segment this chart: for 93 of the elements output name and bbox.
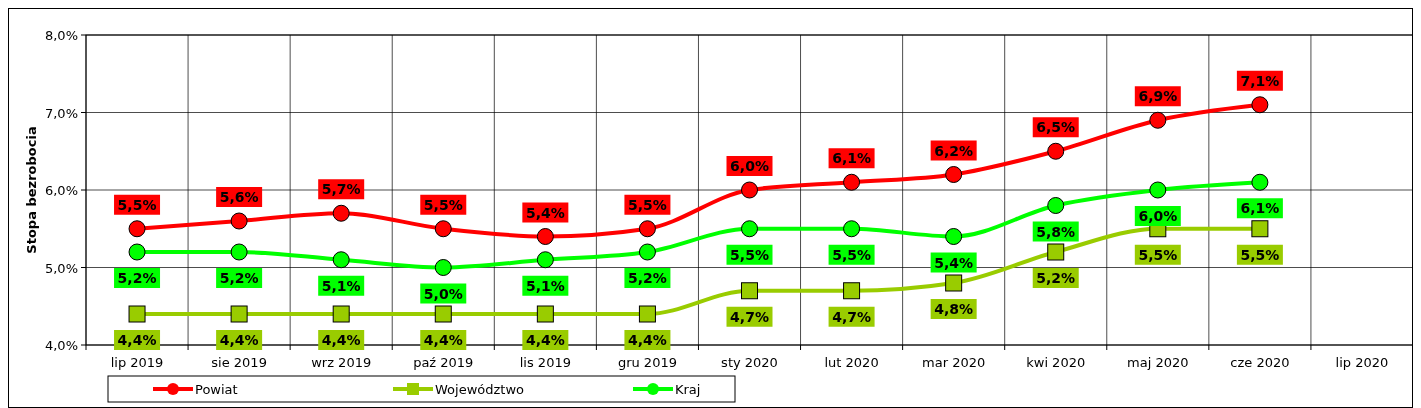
point: [1047, 197, 1065, 214]
point: [843, 282, 861, 300]
point: [332, 251, 350, 269]
x-tick-label: sty 2020: [721, 355, 778, 370]
data-label: 5,1%: [525, 277, 565, 294]
data-label: 4,4%: [628, 332, 667, 348]
point: [230, 305, 248, 323]
x-tick-label: lip 2020: [1335, 355, 1389, 370]
data-label: 5,8%: [1036, 223, 1076, 240]
data-label: 4,7%: [832, 308, 871, 325]
x-tick-label: maj 2020: [1127, 355, 1189, 370]
data-label: 6,2%: [934, 142, 974, 159]
legend-label: Województwo: [435, 382, 525, 397]
data-label: 5,4%: [525, 204, 565, 221]
data-label: 6,0%: [1138, 208, 1178, 224]
data-label: 4,7%: [730, 308, 769, 325]
point: [945, 274, 963, 292]
data-label: 5,4%: [934, 254, 974, 271]
data-label: 4,4%: [219, 332, 259, 348]
point: [741, 181, 758, 199]
data-label: 4,4%: [321, 332, 361, 348]
point: [638, 305, 656, 323]
data-label: 5,2%: [219, 270, 259, 286]
x-tick-label: lis 2019: [519, 355, 571, 370]
point: [128, 305, 146, 323]
data-label: 7,1%: [1240, 72, 1280, 89]
point: [741, 282, 758, 300]
point: [128, 243, 146, 261]
point: [536, 228, 554, 245]
legend-label: Powiat: [195, 382, 238, 397]
point: [945, 228, 963, 245]
point: [1251, 96, 1269, 114]
data-label: 5,5%: [117, 196, 157, 213]
data-label: 5,1%: [321, 277, 361, 294]
data-label: 4,8%: [934, 301, 974, 317]
x-tick-label: gru 2019: [617, 355, 677, 370]
point: [434, 220, 452, 238]
y-tick-label: 6,0%: [44, 183, 78, 198]
point: [1149, 111, 1167, 129]
data-label: 4,4%: [117, 332, 157, 348]
x-tick-label: cze 2020: [1230, 355, 1290, 370]
y-tick-label: 7,0%: [44, 105, 78, 121]
point: [332, 204, 350, 222]
data-label: 5,5%: [628, 196, 667, 213]
x-tick-label: paź 2019: [413, 355, 474, 370]
data-label: 5,5%: [1240, 246, 1280, 263]
point: [1047, 243, 1065, 261]
data-label: 6,9%: [1138, 88, 1178, 105]
point: [1149, 181, 1167, 199]
point: [638, 243, 656, 261]
point: [741, 220, 758, 238]
data-label: 5,5%: [832, 246, 871, 263]
point: [230, 212, 248, 230]
point: [843, 220, 861, 238]
data-label: 5,2%: [628, 270, 667, 286]
point: [945, 166, 963, 183]
x-tick-label: wrz 2019: [311, 355, 372, 370]
data-label: 5,0%: [423, 285, 463, 302]
y-tick-label: 5,0%: [44, 260, 78, 276]
y-tick-label: 8,0%: [44, 28, 78, 43]
point: [128, 220, 146, 238]
y-axis-title: Stopa bezrobocia: [24, 126, 39, 254]
data-label: 4,4%: [525, 332, 565, 348]
point: [536, 305, 554, 323]
data-label: 5,7%: [321, 181, 361, 198]
point: [230, 243, 248, 261]
data-label: 6,1%: [832, 150, 871, 167]
data-label: 4,4%: [423, 332, 463, 348]
point: [1047, 142, 1065, 160]
point: [434, 305, 452, 323]
x-tick-label: lip 2019: [110, 355, 164, 370]
data-label: 5,5%: [1138, 246, 1178, 263]
data-label: 5,6%: [219, 189, 259, 205]
data-label: 6,5%: [1036, 119, 1076, 136]
data-label: 5,5%: [423, 196, 463, 213]
x-tick-label: lut 2020: [824, 355, 879, 370]
point: [434, 259, 452, 276]
x-tick-label: mar 2020: [922, 355, 986, 370]
x-tick-label: kwi 2020: [1026, 355, 1086, 370]
point: [536, 251, 554, 269]
data-label: 5,2%: [1036, 270, 1076, 286]
point: [1251, 173, 1269, 191]
point: [332, 305, 350, 323]
x-tick-label: sie 2019: [211, 355, 267, 370]
point: [1251, 220, 1269, 238]
legend-label: Kraj: [675, 382, 701, 397]
data-label: 6,1%: [1240, 200, 1280, 217]
data-label: 5,2%: [117, 270, 157, 286]
data-label: 5,5%: [730, 246, 769, 263]
point: [843, 173, 861, 191]
y-tick-label: 4,0%: [44, 338, 78, 353]
point: [638, 220, 656, 238]
data-label: 6,0%: [730, 158, 769, 174]
